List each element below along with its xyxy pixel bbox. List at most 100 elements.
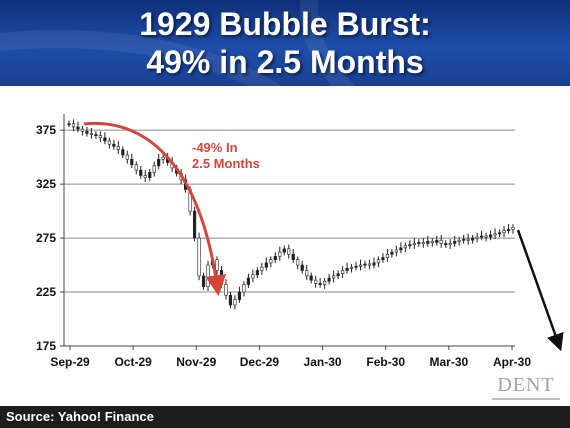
price-bar [511, 224, 515, 234]
price-bar [488, 230, 493, 241]
price-bar [215, 256, 219, 275]
x-tick-label: Oct-29 [114, 355, 152, 369]
x-tick-label: Nov-29 [176, 355, 216, 369]
price-bar [197, 232, 201, 281]
price-bar [242, 281, 246, 297]
price-bar [125, 150, 129, 164]
price-bar [98, 131, 102, 143]
price-bar [502, 226, 506, 238]
price-bar [134, 161, 138, 175]
price-bar [421, 238, 425, 248]
price-bar [282, 245, 286, 256]
title-line-2: 49% in 2.5 Months [146, 44, 424, 80]
price-bar [318, 278, 322, 288]
price-bar [497, 229, 502, 238]
y-tick-label: 325 [36, 177, 56, 191]
price-bar [457, 237, 461, 246]
x-tick-label: Feb-30 [366, 355, 405, 369]
price-bar [448, 239, 452, 249]
price-bar [309, 272, 313, 284]
price-bar [349, 263, 354, 273]
price-bar [291, 248, 295, 263]
price-bar [323, 278, 327, 289]
price-bar [305, 265, 309, 281]
price-bar [506, 224, 511, 234]
price-bar [471, 234, 475, 244]
y-axis-ticks: 175 225 275 325 375 [36, 123, 64, 353]
decline-arrow [83, 121, 227, 297]
price-bar [390, 248, 394, 258]
price-bar [354, 261, 358, 271]
price-bar [444, 240, 448, 248]
price-bar [358, 259, 363, 271]
price-bar [255, 267, 259, 279]
price-bar [192, 206, 197, 242]
price-bar [94, 131, 98, 139]
price-bar [237, 286, 242, 303]
price-bar [430, 238, 434, 247]
y-tick-label: 275 [36, 231, 56, 245]
annotation-line-2: 2.5 Months [192, 156, 260, 171]
y-tick-label: 375 [36, 123, 56, 137]
price-bar [76, 121, 80, 133]
logo-text: DENT [497, 374, 555, 396]
price-bar [157, 153, 161, 170]
price-bar [439, 234, 443, 248]
footer-bar: Source: Yahoo! Finance [0, 406, 570, 428]
price-bar [372, 257, 376, 269]
price-bar [363, 260, 367, 269]
price-bar [107, 137, 111, 149]
price-bar [340, 266, 345, 279]
price-bar [394, 245, 398, 257]
price-bar [475, 232, 479, 243]
price-bar [273, 252, 277, 263]
price-bar [300, 260, 304, 274]
price-bar [67, 120, 71, 127]
price-bar [71, 119, 76, 132]
annotation-line-1: -49% In [192, 140, 238, 155]
price-bar [233, 295, 237, 310]
price-bar [130, 153, 134, 168]
price-bar [314, 275, 318, 288]
price-bar [327, 273, 331, 285]
gridlines [64, 129, 515, 293]
price-bar [260, 262, 264, 275]
price-bar [264, 257, 268, 271]
dent-logo: DENT [488, 374, 564, 404]
price-bar [399, 242, 403, 254]
x-axis-ticks: Sep-29 Oct-29 Nov-29 Dec-29 Jan-30 Feb-30 Mar-… [50, 346, 531, 369]
price-bar [152, 161, 156, 177]
price-bar [143, 170, 147, 182]
price-bar [480, 230, 484, 241]
price-bar [224, 279, 228, 300]
price-bar [206, 260, 210, 291]
y-tick-label: 175 [36, 339, 56, 353]
price-bar [121, 146, 125, 159]
price-bar [453, 235, 457, 247]
chart: 175 225 275 325 375 Sep-29 Oct-29 Nov-29 Dec-29… [36, 114, 564, 369]
price-bar [484, 232, 488, 242]
price-bar [246, 273, 250, 288]
price-bar [296, 256, 300, 270]
price-bar [412, 238, 416, 249]
price-bar [385, 248, 390, 262]
price-bar [367, 259, 372, 270]
price-bar [161, 153, 165, 164]
price-bar [112, 139, 116, 150]
price-bar [228, 292, 233, 309]
title-banner: 1929 Bubble Burst: 49% in 2.5 Months [0, 0, 570, 86]
x-tick-label: Dec-29 [240, 355, 280, 369]
price-bar [80, 125, 85, 136]
price-bar [269, 256, 273, 268]
price-bar [287, 244, 291, 259]
logo-bar [492, 398, 560, 400]
price-bar [403, 242, 407, 253]
price-bar [332, 270, 336, 283]
y-tick-label: 225 [36, 285, 56, 299]
price-bar [381, 253, 385, 263]
x-tick-label: Mar-30 [430, 355, 469, 369]
x-tick-label: Jan-30 [304, 355, 342, 369]
source-label: Source: Yahoo! Finance [6, 409, 154, 424]
future-decline-arrow [516, 229, 564, 352]
price-bar [426, 235, 430, 247]
